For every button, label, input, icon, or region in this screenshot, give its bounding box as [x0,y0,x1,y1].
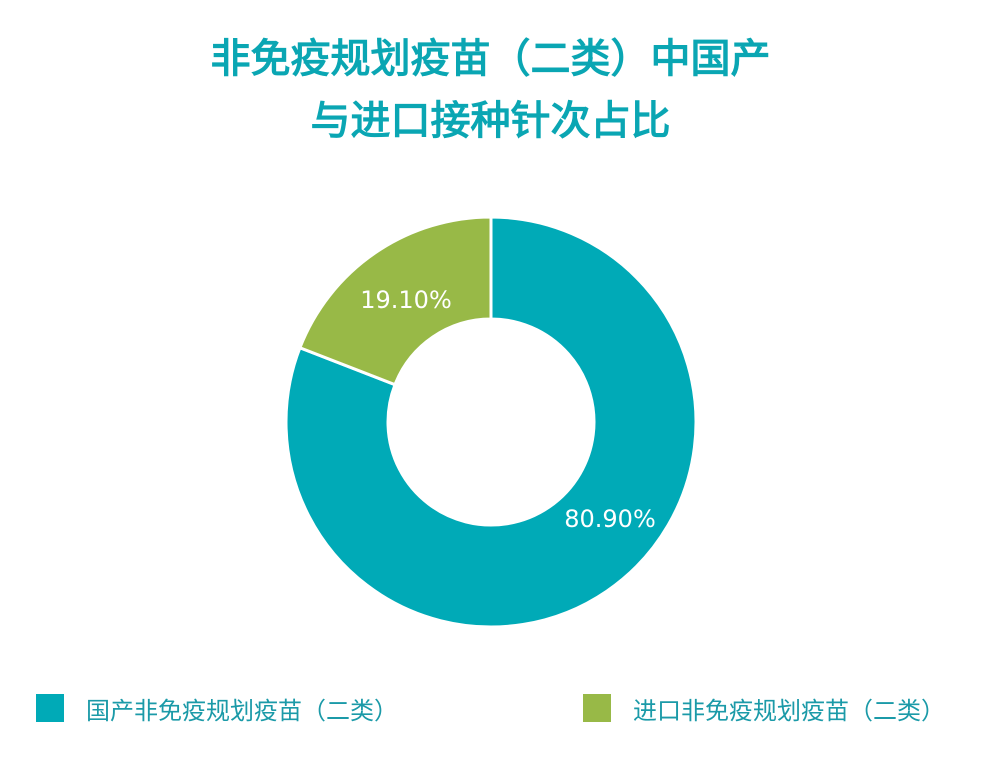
data-label-imported: 19.10% [360,286,452,314]
legend-item-imported: 进口非免疫规划疫苗（二类） [583,693,945,725]
legend-label-domestic: 国产非免疫规划疫苗（二类） [86,696,398,725]
chart-title: 非免疫规划疫苗（二类）中国产 与进口接种针次占比 [0,28,981,152]
pie-slice-domestic [284,215,698,629]
legend-item-domestic: 国产非免疫规划疫苗（二类） [36,693,398,725]
chart-title-line-2: 与进口接种针次占比 [310,98,671,144]
legend-swatch-domestic [36,694,64,722]
legend-label-imported: 进口非免疫规划疫苗（二类） [633,696,945,725]
chart-title-line-1: 非免疫规划疫苗（二类）中国产 [210,36,771,82]
legend-swatch-imported [583,694,611,722]
pie-slice-imported [297,215,493,387]
data-label-domestic: 80.90% [564,505,656,533]
